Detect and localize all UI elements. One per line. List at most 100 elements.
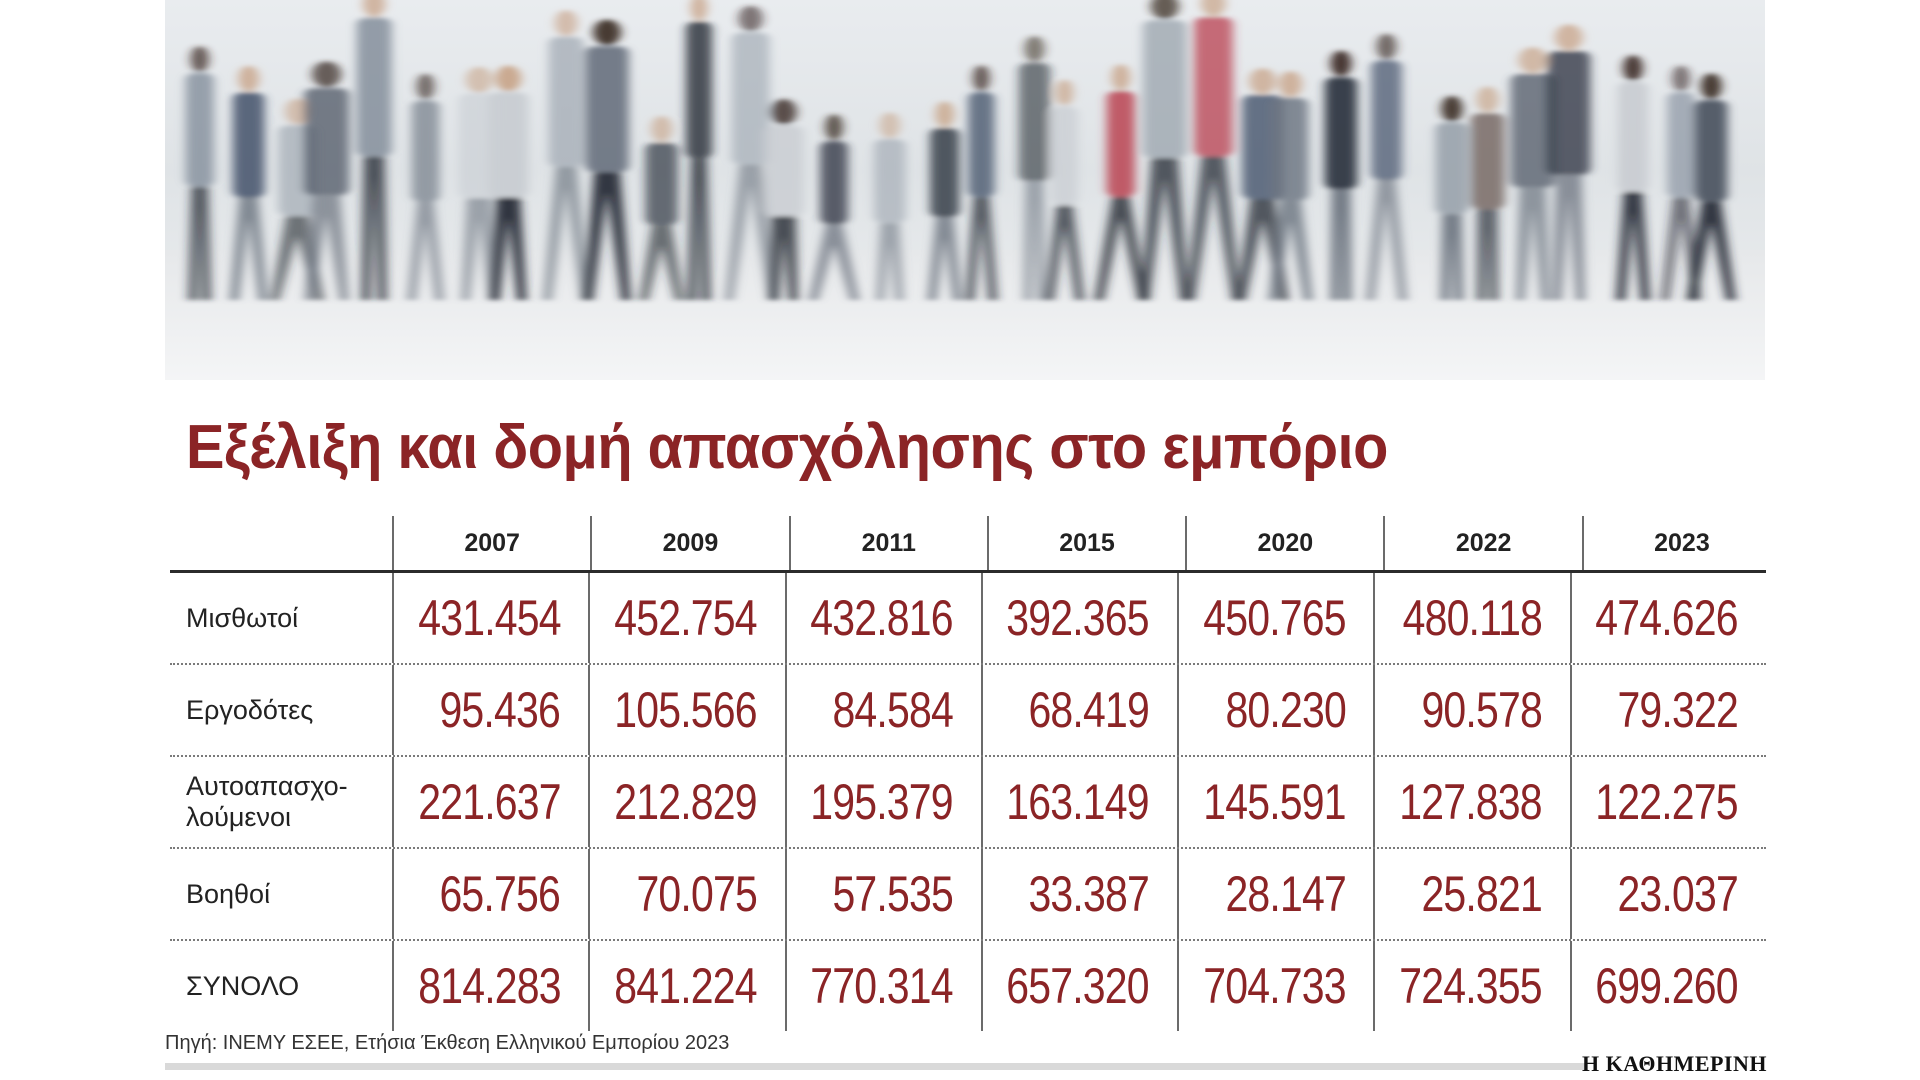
pedestrian-figure: [1616, 55, 1650, 300]
value-cell: 23.037: [1569, 849, 1766, 939]
pedestrian-figure: [1365, 33, 1408, 300]
value-cell: 105.566: [588, 665, 784, 755]
pedestrian-figure: [1044, 79, 1085, 300]
table-header: 2007 2009 2011 2015 2020 2022 2023: [170, 516, 1766, 573]
year-header: 2022: [1383, 516, 1581, 570]
pedestrian-figure: [1268, 71, 1313, 300]
value-cell: 163.149: [980, 757, 1177, 847]
publisher-logo: Η ΚΑΘΗΜΕΡΙΝΗ: [1582, 1051, 1767, 1076]
value-text: 23.037: [1617, 866, 1739, 922]
pedestrian-figure: [685, 0, 713, 300]
pedestrian-figure: [542, 10, 590, 300]
value-text: 657.320: [1006, 958, 1150, 1014]
pedestrian-figure: [1510, 47, 1555, 300]
value-text: 163.149: [1006, 774, 1150, 830]
value-text: 221.637: [417, 774, 561, 830]
value-text: 25.821: [1421, 866, 1542, 922]
table-row: ΣΥΝΟΛΟ 814.283 841.224 770.314 657.320 704.73…: [170, 941, 1766, 1031]
pedestrian-figure: [965, 65, 998, 300]
pedestrian-figure: [639, 115, 684, 300]
pedestrian-figure: [1435, 95, 1469, 300]
pedestrian-figure: [583, 19, 631, 300]
value-cell: 432.816: [784, 573, 981, 663]
year-header: 2015: [986, 516, 1185, 570]
value-text: 704.733: [1203, 958, 1346, 1014]
pedestrian-figure: [304, 61, 350, 300]
pedestrian-figure: [185, 46, 214, 300]
value-cell: 724.355: [1373, 941, 1569, 1031]
pedestrian-figure: [229, 65, 268, 300]
value-text: 431.454: [417, 590, 561, 646]
value-cell: 65.756: [392, 849, 588, 939]
value-cell: 452.754: [588, 573, 784, 663]
value-text: 90.578: [1421, 682, 1542, 738]
row-label: ΣΥΝΟΛΟ: [186, 970, 300, 1001]
header-corner: [170, 516, 392, 570]
value-cell: 122.275: [1569, 757, 1766, 847]
value-cell: 25.821: [1373, 849, 1569, 939]
value-cell: 28.147: [1177, 849, 1373, 939]
value-cell: 392.365: [980, 573, 1177, 663]
value-cell: 195.379: [784, 757, 981, 847]
pedestrian-figure: [1140, 0, 1189, 300]
value-cell: 95.436: [392, 665, 588, 755]
value-text: 28.147: [1224, 866, 1346, 922]
year-header: 2011: [788, 516, 987, 570]
crowd-photo: [165, 0, 1765, 380]
row-label: Αυτοαπασχο- λούμενοι: [186, 771, 348, 832]
pedestrian-figure: [874, 112, 906, 300]
value-cell: 657.320: [980, 941, 1177, 1031]
value-cell: 145.591: [1177, 757, 1373, 847]
value-text: 452.754: [614, 590, 757, 646]
year-header: 2009: [590, 516, 788, 570]
value-text: 841.224: [614, 958, 757, 1014]
value-cell: 84.584: [784, 665, 981, 755]
value-text: 770.314: [810, 958, 953, 1014]
value-text: 105.566: [614, 682, 757, 738]
chart-title: Εξέλιξη και δομή απασχόλησης στο εμπόριο: [186, 413, 1388, 482]
pedestrian-figure: [1018, 35, 1051, 300]
value-text: 95.436: [439, 682, 561, 738]
value-text: 57.535: [832, 866, 953, 922]
pedestrian-figure: [1094, 64, 1148, 300]
pedestrian-figure: [1660, 65, 1702, 300]
pedestrian-figure: [407, 73, 445, 300]
table-row: Μισθωτοί 431.454 452.754 432.816 392.365 450.…: [170, 573, 1766, 665]
value-cell: 90.578: [1373, 665, 1569, 755]
value-text: 474.626: [1595, 590, 1739, 646]
pedestrian-figure: [927, 101, 962, 300]
year-header: 2023: [1581, 516, 1780, 570]
pedestrian-figure: [1687, 73, 1736, 300]
pedestrian-figure: [1185, 0, 1241, 300]
value-cell: 70.075: [588, 849, 784, 939]
value-cell: 33.387: [980, 849, 1177, 939]
value-cell: 68.419: [980, 665, 1177, 755]
value-text: 122.275: [1595, 774, 1739, 830]
value-cell: 79.322: [1569, 665, 1766, 755]
value-text: 212.829: [614, 774, 757, 830]
value-cell: 474.626: [1569, 573, 1766, 663]
value-text: 814.283: [417, 958, 561, 1014]
value-text: 70.075: [636, 866, 757, 922]
row-label: Εργοδότες: [186, 694, 314, 725]
value-text: 432.816: [810, 590, 953, 646]
value-cell: 480.118: [1373, 573, 1569, 663]
pedestrian-figure: [356, 0, 392, 300]
value-text: 724.355: [1399, 958, 1542, 1014]
row-label: Βοηθοί: [186, 878, 271, 909]
pedestrian-figure: [1324, 50, 1358, 300]
value-text: 80.230: [1224, 682, 1346, 738]
value-cell: 841.224: [588, 941, 784, 1031]
table-row: Βοηθοί 65.756 70.075 57.535 33.387 28.147 25.8…: [170, 849, 1766, 941]
value-cell: 431.454: [392, 573, 588, 663]
footer-rule: [165, 1063, 1585, 1070]
pedestrian-figure: [488, 65, 529, 300]
crowd-illustration: [165, 0, 1765, 380]
value-cell: 704.733: [1177, 941, 1373, 1031]
source-note: Πηγή: ΙΝΕΜΥ ΕΣΕΕ, Ετήσια Έκθεση Ελληνικο…: [165, 1032, 730, 1054]
value-cell: 450.765: [1177, 573, 1373, 663]
table-body: Μισθωτοί 431.454 452.754 432.816 392.365 450.…: [170, 573, 1766, 1031]
value-text: 195.379: [810, 774, 953, 830]
employment-table: 2007 2009 2011 2015 2020 2022 2023 Μισθω…: [170, 516, 1766, 1031]
value-text: 65.756: [439, 866, 561, 922]
